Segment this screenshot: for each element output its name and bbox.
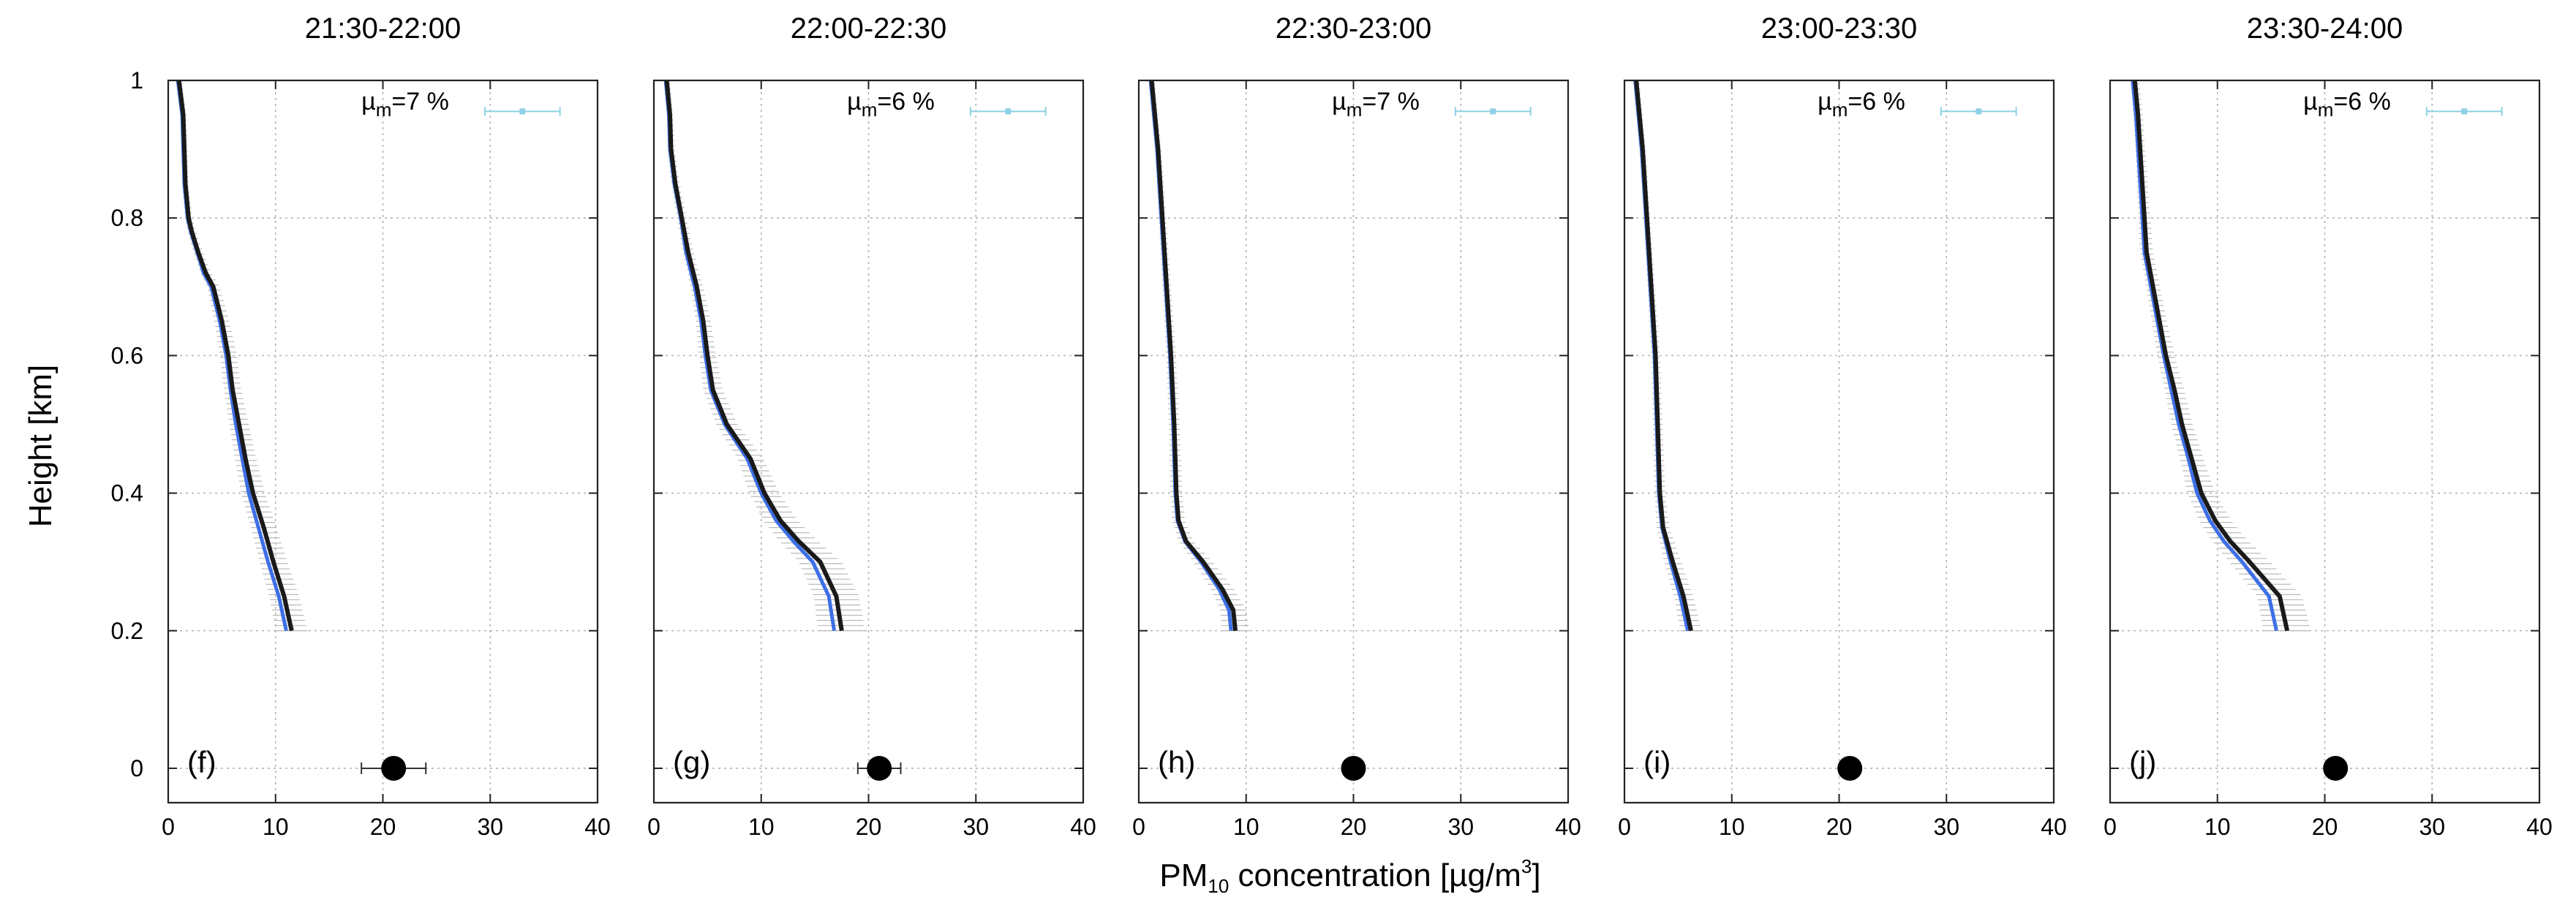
y-tick-label: 0.6 — [111, 342, 143, 368]
x-tick-label: 0 — [1618, 814, 1631, 840]
y-axis-label: Height [km] — [23, 365, 59, 528]
mu-symbol: µ — [1332, 88, 1347, 116]
ground-measurement-point — [2323, 755, 2349, 781]
mu-subscript: m — [2318, 99, 2334, 121]
y-tick-label: 0.4 — [111, 480, 143, 507]
profile-line-mean — [664, 80, 844, 632]
x-tick-label: 0 — [647, 814, 660, 840]
x-tick-label: 10 — [1719, 814, 1745, 840]
mu-label: µm=7 % — [361, 88, 449, 121]
x-tick-label: 0 — [1132, 814, 1145, 840]
panel-frame — [652, 79, 1085, 804]
mu-marker — [1976, 108, 1982, 115]
panel-tag: (h) — [1158, 745, 1195, 779]
mu-value: =7 % — [391, 88, 448, 116]
mu-symbol: µ — [1818, 88, 1832, 116]
mu-label: µm=6 % — [1818, 88, 1905, 121]
x-tick-label: 10 — [263, 814, 289, 840]
y-tick-label: 0.8 — [111, 205, 143, 231]
panel-frame — [2109, 79, 2541, 804]
x-tick-label: 40 — [584, 814, 611, 840]
mu-symbol: µ — [847, 88, 862, 116]
mu-marker — [1005, 108, 1012, 115]
mu-value: =6 % — [1848, 88, 1905, 116]
mu-marker — [519, 108, 526, 115]
panel-frame — [1137, 79, 1570, 804]
mu-label: µm=6 % — [2303, 88, 2391, 121]
x-tick-label: 20 — [856, 814, 882, 840]
panel-tag: (i) — [1643, 745, 1671, 779]
panel-tag: (g) — [673, 745, 710, 779]
panel-title: 23:00-23:30 — [1761, 12, 1918, 45]
mu-marker — [1490, 108, 1496, 115]
panels-group: µm=7 %0 10 20 30 4000.20.40.60.81(f)21:30-22… — [111, 12, 2553, 840]
x-tick-label: 40 — [2526, 814, 2553, 840]
x-tick-label: 0 — [2104, 814, 2117, 840]
mu-value: =7 % — [1362, 88, 1419, 116]
ground-measurement-point — [867, 755, 892, 781]
x-tick-label: 20 — [1826, 814, 1853, 840]
x-axis-label: PM10 concentration [µg/m3] — [1159, 855, 1540, 897]
x-tick-label: 10 — [2204, 814, 2231, 840]
y-tick-label: 1 — [130, 67, 143, 94]
x-tick-label: 40 — [2041, 814, 2067, 840]
x-tick-label: 40 — [1070, 814, 1096, 840]
panel-title: 22:30-23:00 — [1276, 12, 1432, 45]
y-tick-label: 0.2 — [111, 618, 143, 644]
mu-subscript: m — [376, 99, 392, 121]
x-tick-label: 30 — [963, 814, 989, 840]
mu-label: µm=7 % — [1332, 88, 1420, 121]
x-tick-label: 0 — [162, 814, 175, 840]
panel-tag: (f) — [187, 745, 216, 779]
panel-tag: (j) — [2129, 745, 2156, 779]
mu-value: =6 % — [877, 88, 934, 116]
profile-line-mean — [2132, 80, 2290, 632]
panel-frame — [1623, 79, 2055, 804]
profile-line-mean — [176, 80, 294, 632]
x-tick-label: 30 — [1447, 814, 1474, 840]
x-tick-label: 20 — [2312, 814, 2338, 840]
x-tick-label: 10 — [1233, 814, 1259, 840]
x-tick-label: 30 — [1933, 814, 1959, 840]
ground-measurement-point — [1341, 755, 1366, 781]
mu-label: µm=6 % — [847, 88, 935, 121]
panel-2: µm=6 % 0 10 20 30 40 (g) 22:00-22:30 — [647, 12, 1096, 840]
ground-measurement-point — [381, 755, 407, 781]
panel-title: 22:00-22:30 — [791, 12, 947, 45]
x-tick-label: 30 — [477, 814, 503, 840]
panel-1: µm=7 % 0 10 20 30 40 0 0.2 0.4 0.6 0.8 1 (f) 21:30-22… — [111, 12, 611, 840]
panel-title: 21:30-22:00 — [305, 12, 462, 45]
mu-marker — [2461, 108, 2468, 115]
mu-symbol: µ — [2303, 88, 2318, 116]
profile-line-mean — [1634, 80, 1693, 632]
panel-4: µm=6 % 0 10 20 30 40 (i) 23:00-23:30 — [1618, 12, 2067, 840]
profile-line-mean — [1149, 80, 1238, 632]
mu-symbol: µ — [361, 88, 376, 116]
x-tick-label: 40 — [1555, 814, 1581, 840]
ground-measurement-point — [1837, 755, 1863, 781]
panel-3: µm=7 % 0 10 20 30 40 (h) 22:30-23:00 — [1132, 12, 1581, 840]
panel-5: µm=6 % 0 10 20 30 40 (j) 23:30-24:00 — [2104, 12, 2553, 840]
panel-title: 23:30-24:00 — [2247, 12, 2403, 45]
panel-frame — [167, 79, 599, 804]
y-tick-label: 0 — [130, 755, 143, 781]
x-tick-label: 10 — [748, 814, 775, 840]
mu-subscript: m — [1832, 99, 1848, 121]
mu-subscript: m — [1347, 99, 1363, 121]
mu-value: =6 % — [2333, 88, 2390, 116]
x-tick-label: 20 — [1341, 814, 1367, 840]
mu-subscript: m — [862, 99, 878, 121]
x-tick-label: 20 — [370, 814, 396, 840]
x-tick-label: 30 — [2419, 814, 2445, 840]
